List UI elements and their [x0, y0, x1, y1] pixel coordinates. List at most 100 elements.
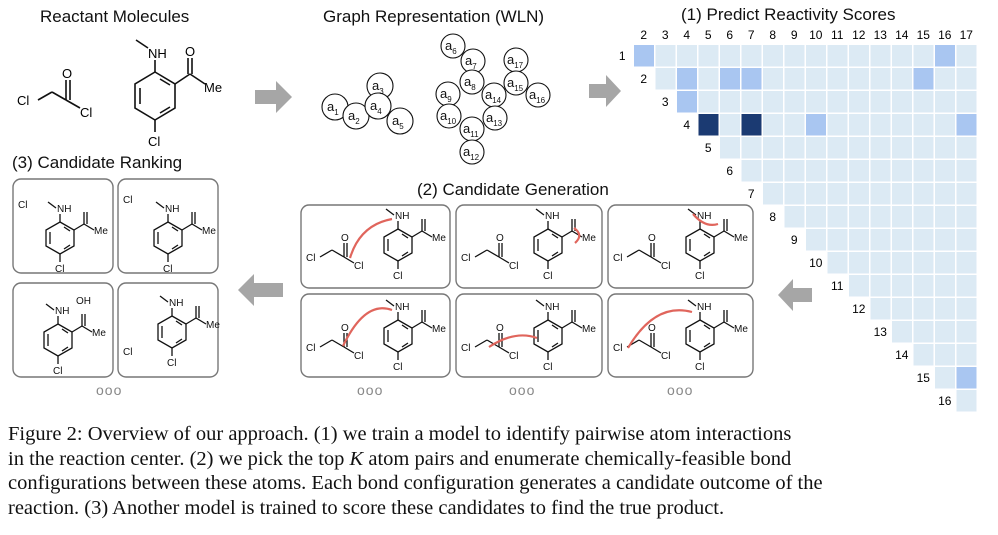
matrix-cell	[806, 45, 826, 67]
matrix-col-label: 13	[874, 28, 888, 42]
atom-label: a2	[348, 108, 360, 126]
matrix-cell	[870, 275, 891, 297]
atom-label: a8	[464, 74, 476, 92]
matrix-cell	[827, 114, 848, 136]
cl-label: Cl	[80, 105, 92, 120]
matrix-cell	[935, 45, 955, 67]
matrix-cell	[913, 91, 934, 113]
matrix-cell	[935, 344, 955, 366]
bond-change-arrows	[342, 213, 719, 349]
matrix-cell	[806, 91, 826, 113]
matrix-col-label: 17	[960, 28, 974, 42]
atom-label: a6	[445, 38, 457, 56]
matrix-cell	[892, 91, 912, 113]
figure-caption: Figure 2: Overview of our approach. (1) …	[8, 422, 993, 520]
matrix-cell	[784, 45, 805, 67]
matrix-cell	[892, 183, 912, 205]
matrix-cell	[806, 206, 826, 228]
matrix-cell	[956, 160, 977, 182]
matrix-cell	[935, 160, 955, 182]
atom-node	[440, 33, 466, 59]
matrix-row-label: 8	[769, 210, 776, 224]
matrix-cell	[741, 137, 762, 159]
matrix-cell	[892, 252, 912, 274]
matrix-cell	[892, 45, 912, 67]
matrix-row-label: 10	[809, 256, 823, 270]
cl-label: Cl	[123, 195, 132, 206]
matrix-cell	[956, 390, 977, 412]
matrix-cell	[956, 114, 977, 136]
atom-label: a13	[486, 110, 503, 128]
matrix-cell	[698, 114, 719, 136]
matrix-cell	[892, 206, 912, 228]
matrix-cell	[827, 252, 848, 274]
matrix-cell	[956, 68, 977, 90]
matrix-cell	[784, 137, 805, 159]
o-label: O	[185, 44, 195, 59]
arrow-right-icon	[589, 75, 621, 107]
atom-node	[364, 92, 392, 120]
matrix-cell	[720, 137, 740, 159]
matrix-cell	[763, 160, 783, 182]
matrix-cell	[870, 183, 891, 205]
arrow-left-icon	[238, 274, 283, 306]
matrix-cell	[763, 183, 783, 205]
matrix-cell	[698, 91, 719, 113]
matrix-cell	[913, 114, 934, 136]
matrix-cell	[634, 45, 654, 67]
candidate-panel	[300, 204, 451, 289]
more-indicator: ooo	[667, 382, 693, 398]
matrix-cell	[913, 321, 934, 343]
matrix-cell	[806, 183, 826, 205]
predict-title: (1) Predict Reactivity Scores	[681, 5, 896, 24]
candidate-panel	[607, 204, 754, 289]
graph-right: a6 a7 a17 a8 a15 a9 a14 a16 a10 a13 a11 …	[435, 33, 551, 165]
matrix-cell	[741, 114, 762, 136]
more-indicator: ooo	[96, 382, 122, 398]
matrix-cell	[935, 252, 955, 274]
matrix-row-label: 4	[683, 118, 690, 132]
o-label: O	[62, 66, 72, 81]
matrix-cell	[784, 183, 805, 205]
matrix-cell	[849, 252, 869, 274]
matrix-col-label: 3	[662, 28, 669, 42]
matrix-cell	[849, 275, 869, 297]
matrix-cell	[763, 91, 783, 113]
matrix-col-label: 5	[705, 28, 712, 42]
reactants-title: Reactant Molecules	[40, 7, 190, 26]
matrix-cell	[720, 68, 740, 90]
matrix-cell	[655, 45, 676, 67]
arrow-right-icon	[255, 81, 292, 113]
atom-label: a4	[370, 98, 382, 116]
matrix-cell	[870, 137, 891, 159]
matrix-cell	[935, 68, 955, 90]
matrix-cell	[935, 275, 955, 297]
matrix-cell	[892, 321, 912, 343]
matrix-cell	[741, 68, 762, 90]
graph-left: a1 a2 a3 a4 a5	[321, 72, 414, 135]
matrix-row-label: 3	[662, 95, 669, 109]
matrix-row-label: 13	[874, 325, 888, 339]
matrix-col-label: 9	[791, 28, 798, 42]
matrix-cell	[784, 160, 805, 182]
matrix-cell	[956, 45, 977, 67]
matrix-cell	[892, 229, 912, 251]
candidate-panel	[300, 293, 451, 378]
atom-node	[503, 70, 529, 96]
atom-node	[482, 105, 508, 131]
matrix-cell	[935, 229, 955, 251]
matrix-cell	[849, 68, 869, 90]
caption-line: reaction. (3) Another model is trained t…	[8, 496, 725, 519]
matrix-cell	[956, 275, 977, 297]
matrix-cell	[741, 45, 762, 67]
matrix-cell	[849, 229, 869, 251]
matrix-cell	[806, 137, 826, 159]
atom-label: a15	[507, 75, 524, 93]
matrix-cell	[892, 275, 912, 297]
cl-label: Cl	[123, 347, 132, 358]
atom-label: a1	[327, 99, 339, 117]
matrix-row-label: 5	[705, 141, 712, 155]
matrix-col-label: 6	[726, 28, 733, 42]
matrix-cell	[935, 91, 955, 113]
atom-label: a7	[465, 53, 477, 71]
